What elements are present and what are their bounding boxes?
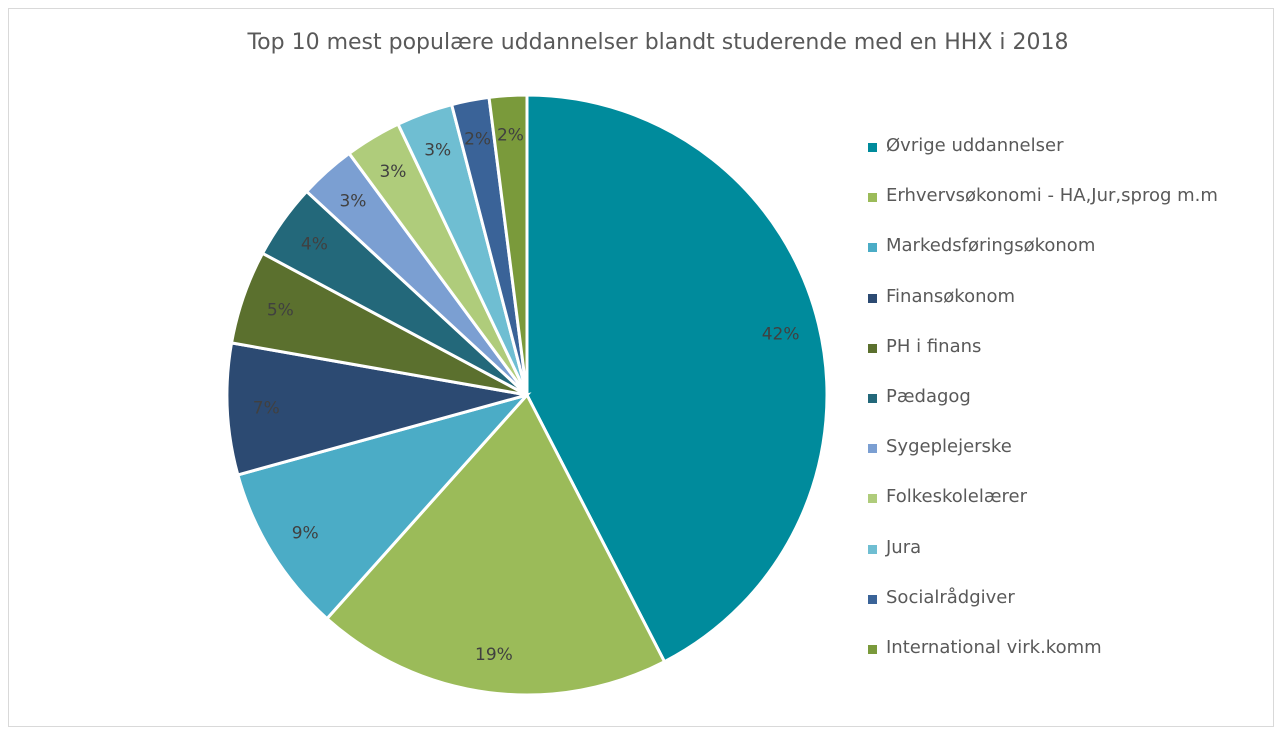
legend-swatch [868,243,877,253]
legend-swatch [868,544,877,554]
legend-item: Jura [868,537,1218,587]
slice-data-label: 3% [339,191,366,211]
slice-data-label: 2% [497,126,524,146]
slice-data-label: 3% [424,141,451,161]
legend-swatch [868,193,877,203]
pie-slice [525,93,829,664]
slice-data-label: 4% [301,235,328,255]
pie-slice [236,392,532,621]
slice-data-label: 42% [762,324,800,344]
legend-label: Pædagog [886,385,971,407]
legend-item: Erhvervsøkonomi - HA,Jur,sprog m.m [868,185,1218,235]
legend-swatch [868,143,877,152]
legend-swatch [868,644,877,654]
pie-slice [487,93,529,396]
legend-label: PH i finans [886,335,982,357]
legend-label: Sygeplejerske [886,436,1012,458]
legend-label: International virk.komm [886,636,1102,658]
slice-data-label: 9% [292,524,319,544]
slice-data-label: 19% [475,645,513,665]
legend-label: Markedsføringsøkonom [886,235,1096,257]
legend-swatch [868,594,877,604]
legend-label: Finansøkonom [886,285,1016,307]
legend-label: Øvrige uddannelser [886,135,1064,156]
chart-title: Top 10 mest populære uddannelser blandt … [247,30,1069,55]
legend-item: Pædagog [868,386,1218,436]
legend-item: Finansøkonom [868,286,1218,336]
legend-item: Folkeskolelærer [868,486,1218,536]
slice-data-label: 7% [253,398,280,418]
legend-swatch [868,293,877,303]
legend-label: Socialrådgiver [886,586,1015,608]
pie-slice [324,392,667,697]
legend-item: PH i finans [868,336,1218,386]
legend-swatch [868,494,877,504]
legend-item: Sygeplejerske [868,436,1218,486]
legend-item: Markedsføringsøkonom [868,235,1218,285]
legend-label: Folkeskolelærer [886,486,1027,508]
slice-data-label: 3% [379,162,406,182]
legend-label: Jura [886,536,922,558]
legend: Øvrige uddannelser Erhvervsøkonomi - HA,J… [868,135,1218,687]
slice-data-label: 5% [267,301,294,321]
legend-swatch [868,343,877,353]
legend-item: Socialrådgiver [868,587,1218,637]
legend-swatch [868,393,877,403]
pie-slice [225,341,528,477]
legend-item: Øvrige uddannelser [868,135,1218,185]
slice-data-label: 2% [464,130,491,150]
legend-label: Erhvervsøkonomi - HA,Jur,sprog m.m [886,185,1218,207]
legend-swatch [868,444,877,454]
legend-item: International virk.komm [868,637,1218,687]
